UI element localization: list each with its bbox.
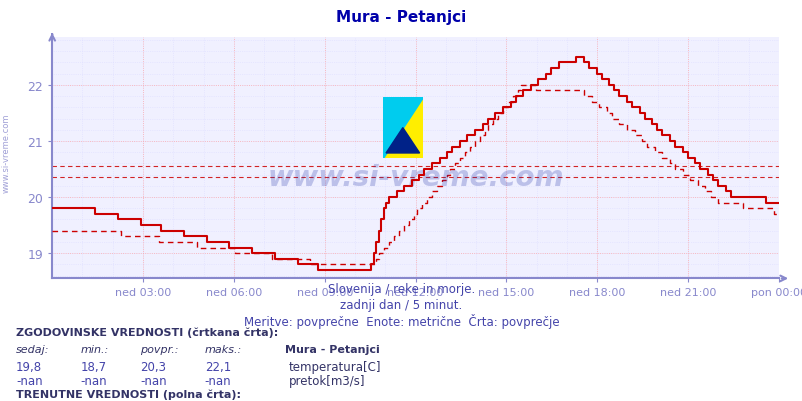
Text: 19,8: 19,8: [16, 360, 43, 373]
Text: www.si-vreme.com: www.si-vreme.com: [2, 113, 11, 192]
Text: ZGODOVINSKE VREDNOSTI (črtkana črta):: ZGODOVINSKE VREDNOSTI (črtkana črta):: [16, 327, 278, 337]
Text: sedaj:: sedaj:: [16, 344, 50, 354]
Polygon shape: [386, 128, 419, 154]
Text: -nan: -nan: [16, 374, 43, 387]
Text: Mura - Petanjci: Mura - Petanjci: [336, 10, 466, 25]
Polygon shape: [383, 98, 423, 158]
Text: min.:: min.:: [80, 344, 108, 354]
Text: TRENUTNE VREDNOSTI (polna črta):: TRENUTNE VREDNOSTI (polna črta):: [16, 389, 241, 399]
Text: Mura - Petanjci: Mura - Petanjci: [285, 344, 379, 354]
Text: Slovenija / reke in morje.: Slovenija / reke in morje.: [327, 283, 475, 296]
Text: -nan: -nan: [205, 374, 231, 387]
Polygon shape: [383, 98, 423, 158]
Text: Meritve: povprečne  Enote: metrične  Črta: povprečje: Meritve: povprečne Enote: metrične Črta:…: [243, 313, 559, 328]
Text: povpr.:: povpr.:: [140, 344, 179, 354]
Text: -nan: -nan: [80, 374, 107, 387]
Text: 18,7: 18,7: [80, 360, 107, 373]
Text: -nan: -nan: [140, 374, 167, 387]
Text: 20,3: 20,3: [140, 360, 166, 373]
Text: www.si-vreme.com: www.si-vreme.com: [267, 164, 563, 192]
Text: maks.:: maks.:: [205, 344, 241, 354]
Text: pretok[m3/s]: pretok[m3/s]: [289, 374, 365, 387]
Text: 22,1: 22,1: [205, 360, 231, 373]
Text: zadnji dan / 5 minut.: zadnji dan / 5 minut.: [340, 298, 462, 311]
Text: temperatura[C]: temperatura[C]: [289, 360, 381, 373]
